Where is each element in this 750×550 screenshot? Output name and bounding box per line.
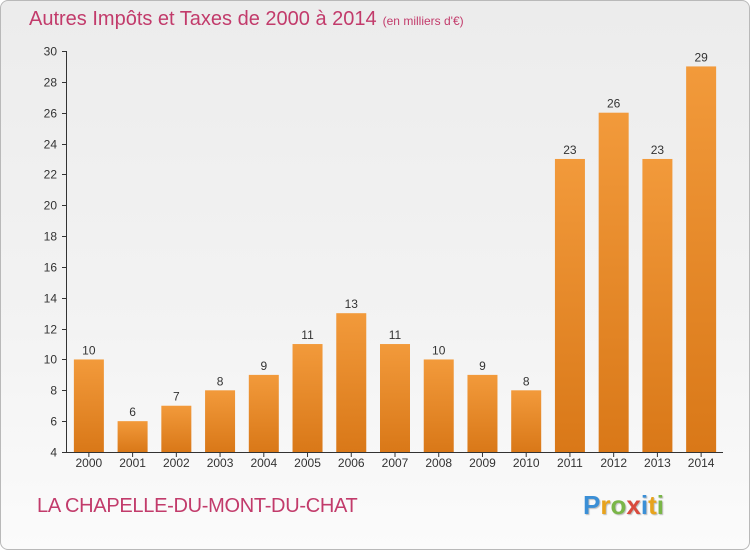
x-tick-label: 2000 bbox=[76, 456, 103, 470]
proxiti-logo: Proxiti bbox=[583, 490, 664, 521]
y-tick-label: 8 bbox=[50, 384, 57, 398]
commune-name: LA CHAPELLE-DU-MONT-DU-CHAT bbox=[37, 495, 358, 517]
logo-letter: P bbox=[583, 490, 601, 520]
y-tick-label: 30 bbox=[44, 45, 58, 59]
x-tick-label: 2004 bbox=[250, 456, 277, 470]
y-tick-label: 26 bbox=[44, 107, 58, 121]
axis-layer: 4 6 8 10 12 14 16 18 20 22 24 26 28 30 2000 2001 2002 200… bbox=[44, 45, 723, 470]
bar-value-label: 10 bbox=[82, 343, 96, 357]
bar bbox=[598, 112, 629, 452]
bar-value-label: 6 bbox=[129, 405, 136, 419]
bar bbox=[423, 359, 454, 452]
bar-value-label: 11 bbox=[389, 328, 402, 342]
bar bbox=[467, 374, 498, 452]
bar-value-label: 29 bbox=[694, 50, 708, 64]
logo-letter: t bbox=[648, 490, 657, 520]
y-tick-label: 10 bbox=[44, 353, 58, 367]
x-tick-label: 2010 bbox=[513, 456, 540, 470]
bar bbox=[336, 313, 367, 452]
y-tick-label: 4 bbox=[50, 446, 57, 460]
bar bbox=[117, 421, 148, 452]
bar-value-label: 8 bbox=[523, 374, 530, 388]
x-tick-label: 2008 bbox=[425, 456, 452, 470]
bar-value-label: 23 bbox=[563, 143, 577, 157]
chart-unit: (en milliers d'€) bbox=[382, 14, 464, 28]
bar-value-label: 10 bbox=[432, 343, 446, 357]
bar-value-label: 9 bbox=[479, 359, 486, 373]
bar bbox=[380, 344, 410, 452]
y-tick-label: 22 bbox=[44, 168, 58, 182]
bar bbox=[686, 66, 717, 452]
x-tick-label: 2009 bbox=[469, 456, 496, 470]
bar bbox=[73, 359, 104, 452]
bar-value-label: 7 bbox=[173, 390, 180, 404]
y-tick-label: 28 bbox=[44, 76, 58, 90]
bar bbox=[161, 405, 192, 452]
bar bbox=[292, 344, 323, 452]
x-tick-label: 2013 bbox=[644, 456, 671, 470]
y-tick-label: 24 bbox=[44, 138, 58, 152]
y-tick-label: 12 bbox=[44, 323, 58, 337]
x-tick-label: 2007 bbox=[382, 456, 409, 470]
x-tick-label: 2012 bbox=[600, 456, 627, 470]
x-tick-label: 2006 bbox=[338, 456, 365, 470]
y-tick-label: 20 bbox=[44, 199, 58, 213]
x-tick-label: 2003 bbox=[207, 456, 234, 470]
chart-title-text: Autres Impôts et Taxes de 2000 à 2014 bbox=[29, 8, 377, 30]
bar-value-label: 8 bbox=[217, 374, 224, 388]
y-tick-label: 16 bbox=[44, 261, 58, 275]
bar bbox=[511, 390, 542, 452]
logo-letter: i bbox=[640, 490, 649, 520]
bar bbox=[205, 390, 236, 452]
bar bbox=[554, 158, 585, 452]
bar-value-label: 11 bbox=[301, 328, 314, 342]
bar-value-label: 26 bbox=[607, 97, 621, 111]
logo-letter: r bbox=[600, 490, 611, 520]
x-tick-label: 2001 bbox=[119, 456, 146, 470]
logo-letter: i bbox=[656, 490, 664, 520]
bar bbox=[642, 158, 673, 452]
x-tick-label: 2014 bbox=[688, 456, 715, 470]
y-tick-label: 18 bbox=[44, 230, 58, 244]
x-tick-label: 2005 bbox=[294, 456, 321, 470]
bar-value-label: 13 bbox=[345, 297, 359, 311]
bar-value-label: 23 bbox=[651, 143, 665, 157]
logo-letter: o bbox=[610, 490, 627, 520]
x-tick-label: 2011 bbox=[557, 456, 583, 470]
bar bbox=[248, 374, 279, 452]
bar-layer: 10 6 7 8 9 11 13 11 10 9 8 23 26 23 29 bbox=[73, 50, 717, 452]
y-tick-label: 14 bbox=[44, 292, 58, 306]
x-tick-label: 2002 bbox=[163, 456, 190, 470]
chart-title: Autres Impôts et Taxes de 2000 à 2014 (en… bbox=[29, 8, 464, 31]
bar-value-label: 9 bbox=[260, 359, 267, 373]
y-tick-label: 6 bbox=[50, 415, 57, 429]
logo-letter: x bbox=[626, 490, 641, 520]
